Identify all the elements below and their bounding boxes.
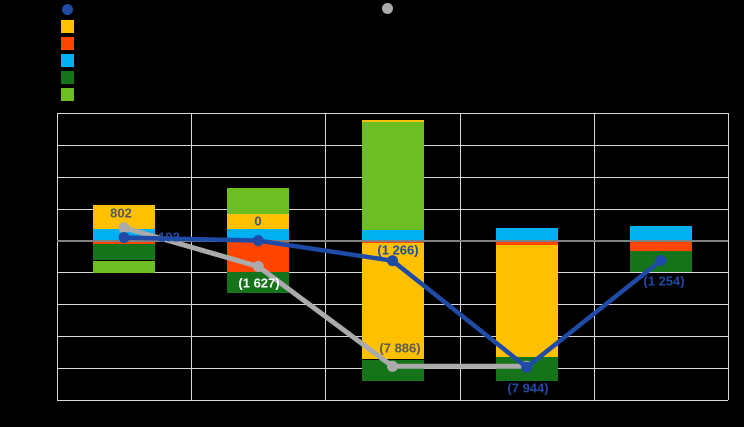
bar-2-segment-lightblue[interactable] [227, 229, 290, 241]
bar-1-segment-gold[interactable] [93, 205, 156, 229]
bar-3-segment-gold[interactable] [361, 120, 424, 123]
data-label: (1 266) [377, 242, 419, 258]
plot-area [57, 113, 729, 401]
gray-line-point-1[interactable] [118, 222, 130, 234]
legend-marker-blue-line-icon[interactable] [62, 4, 73, 15]
legend-marker-gray-line-icon[interactable] [382, 3, 393, 14]
gridline-vertical [593, 113, 595, 400]
data-label: (7 944) [507, 380, 549, 396]
blue-line-point-2[interactable] [252, 235, 264, 247]
gridline-vertical [459, 113, 461, 400]
data-label: (1 627) [238, 275, 280, 291]
bar-2-segment-gold[interactable] [227, 214, 290, 230]
legend-marker-orangered-series-icon[interactable] [61, 37, 74, 50]
bar-5-segment-lightblue[interactable] [629, 226, 692, 241]
bar-5-segment-orangered[interactable] [629, 240, 692, 252]
gridline-horizontal [57, 400, 728, 401]
bar-4-segment-gold[interactable] [495, 244, 558, 357]
blue-line-point-1[interactable] [118, 232, 130, 243]
gray-line-point-3[interactable] [387, 360, 398, 372]
legend-marker-gold-series-icon[interactable] [61, 20, 74, 33]
legend-marker-lightgreen-series-icon[interactable] [61, 88, 74, 101]
data-label: (7 886) [379, 340, 421, 356]
gray-line-point-2[interactable] [252, 261, 264, 272]
legend-marker-lightblue-series-icon[interactable] [61, 54, 74, 67]
data-label: (1 254) [643, 273, 685, 289]
legend-marker-darkgreen-series-icon[interactable] [61, 71, 74, 84]
blue-line-point-5[interactable] [655, 255, 667, 266]
blue-line-point-3[interactable] [387, 255, 398, 267]
data-label: 802 [110, 205, 132, 221]
bar-2-segment-lightgreen[interactable] [227, 188, 290, 215]
zero-axis-line [57, 240, 728, 242]
gridline-horizontal [57, 113, 728, 114]
bar-1-segment-lightgreen[interactable] [93, 260, 156, 274]
blue-line-point-4[interactable] [521, 361, 533, 373]
bar-1-segment-darkgreen[interactable] [93, 243, 156, 261]
gridline-vertical [728, 113, 729, 400]
bar-4-segment-lightblue[interactable] [495, 227, 558, 241]
gridline-vertical [57, 113, 58, 400]
data-label: 192 [158, 229, 180, 245]
bar-4-segment-orangered[interactable] [495, 240, 558, 245]
gray-line [123, 225, 527, 369]
bar-3-segment-lightblue[interactable] [361, 229, 424, 241]
gridline-vertical [191, 113, 193, 400]
data-label: 0 [254, 213, 262, 229]
gridline-vertical [325, 113, 327, 400]
bar-3-segment-lightgreen[interactable] [361, 122, 424, 230]
